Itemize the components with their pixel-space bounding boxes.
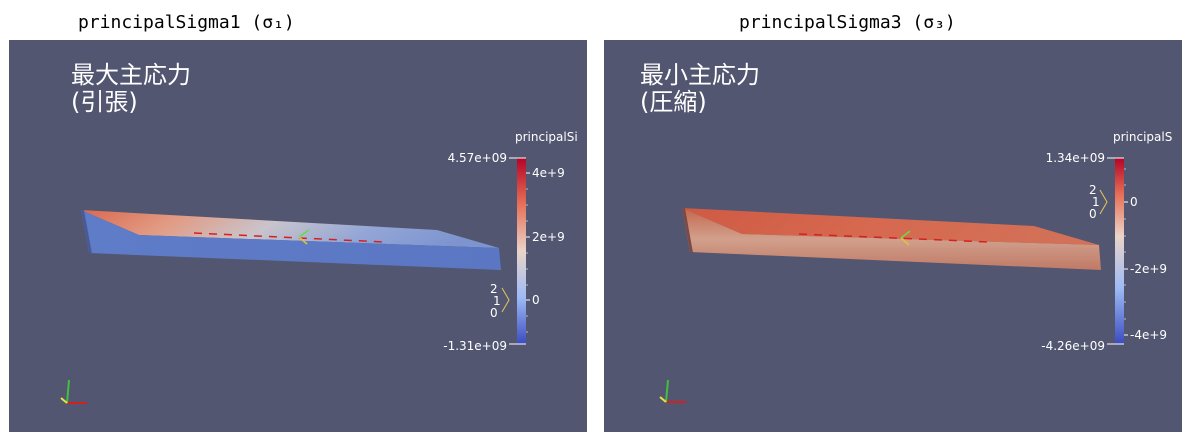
right-title: 最小主応力 (圧縮) (640, 62, 760, 116)
right-title-line1: 最小主応力 (640, 61, 760, 89)
right-render-view[interactable]: 最小主応力 (圧縮) principalS 1.34e+09 -4.26e+09… (604, 40, 1182, 432)
beam-top-face (682, 208, 1099, 245)
right-colorbar-name: principalS (1113, 130, 1173, 144)
beam-front-face (81, 210, 501, 270)
left-tick-3: 0 (532, 293, 540, 307)
left-title: 最大主応力 (引張) (71, 62, 191, 116)
orientation-axes-icon (60, 379, 87, 404)
right-caption: principalSigma3 (σ₃) (739, 12, 956, 33)
left-colorbar-max: 4.57e+09 (447, 151, 507, 165)
right-colorbar-min: -4.26e+09 (1041, 339, 1105, 353)
left-colorbar (517, 158, 526, 344)
left-tick-2: 2e+9 (532, 230, 565, 244)
right-triad-1: 1 (1092, 195, 1100, 209)
left-colorbar-min: -1.31e+09 (443, 339, 507, 353)
left-triad-0: 0 (490, 306, 498, 320)
left-render-view[interactable]: 最大主応力 (引張) principalSi 4.57e+09 -1.31e+0… (9, 40, 587, 432)
right-colorbar-max: 1.34e+09 (1045, 151, 1105, 165)
left-triad-1: 1 (493, 294, 501, 308)
left-triad-2: 2 (490, 282, 498, 296)
left-tick-1: 4e+9 (532, 166, 565, 180)
right-tick-1: 0 (1130, 195, 1138, 209)
orientation-axes-icon (659, 379, 686, 403)
left-beam-render (60, 157, 530, 404)
right-triad-0: 0 (1089, 207, 1097, 221)
left-colorbar-name: principalSi (515, 130, 578, 144)
right-colorbar (1115, 158, 1124, 344)
right-triad-2: 2 (1089, 183, 1097, 197)
left-caption: principalSigma1 (σ₁) (78, 12, 295, 33)
right-tick-2: -2e+9 (1130, 262, 1168, 276)
right-beam-render (659, 157, 1128, 403)
right-title-line2: (圧縮) (640, 88, 707, 116)
beam-front-face (682, 208, 1101, 270)
beam-top-face (81, 210, 499, 248)
left-title-line1: 最大主応力 (71, 61, 191, 89)
left-title-line2: (引張) (71, 88, 138, 116)
right-tick-3: -4e+9 (1130, 328, 1168, 342)
